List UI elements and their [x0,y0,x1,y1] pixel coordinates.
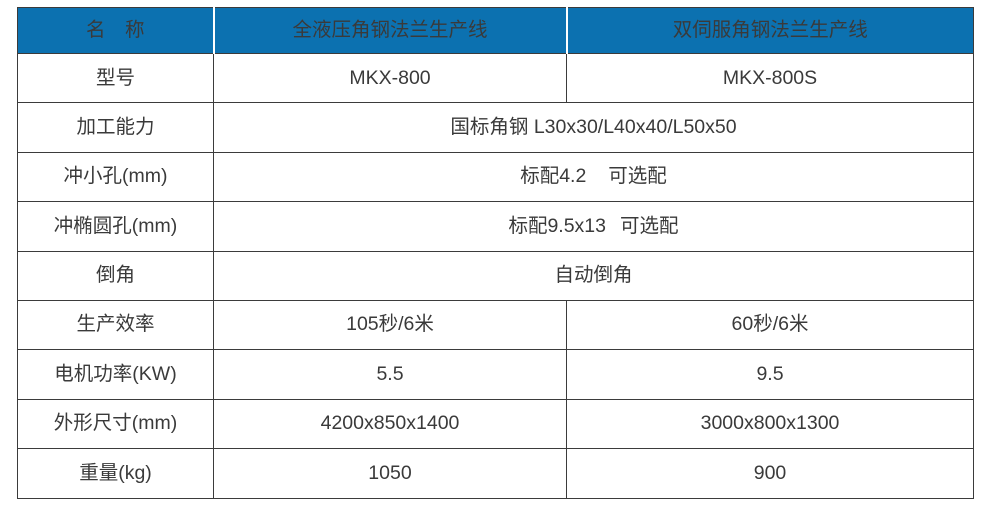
specification-table: 名 称 全液压角钢法兰生产线 双伺服角钢法兰生产线 型号 MKX-800 MKX… [17,7,974,499]
row-value-product-1: 1050 [213,448,567,499]
row-label: 冲椭圆孔(mm) [17,201,214,252]
table-row: 电机功率(KW) 5.5 9.5 [17,349,974,400]
row-value-product-1: 4200x850x1400 [213,398,567,450]
table-body: 型号 MKX-800 MKX-800S 加工能力 国标角钢 L30x30/L40… [17,52,974,499]
row-label: 冲小孔(mm) [17,151,214,203]
row-value-product-2: MKX-800S [566,52,974,104]
row-value-product-1: 105秒/6米 [213,299,567,351]
row-label: 加工能力 [17,102,214,153]
table-row: 加工能力 国标角钢 L30x30/L40x40/L50x50 [17,102,974,153]
row-value-merged: 国标角钢 L30x30/L40x40/L50x50 [213,102,974,153]
table-row: 冲椭圆孔(mm) 标配9.5x13 可选配 [17,201,974,252]
value-standard: 标配9.5x13 [508,214,607,237]
table-row: 生产效率 105秒/6米 60秒/6米 [17,299,974,351]
table-header: 名 称 全液压角钢法兰生产线 双伺服角钢法兰生产线 [17,7,974,54]
row-label: 外形尺寸(mm) [17,398,214,450]
specification-table-container: 名 称 全液压角钢法兰生产线 双伺服角钢法兰生产线 型号 MKX-800 MKX… [17,7,974,499]
row-label: 重量(kg) [17,448,214,499]
row-label: 倒角 [17,250,214,301]
table-row: 重量(kg) 1050 900 [17,448,974,499]
table-row: 冲小孔(mm) 标配4.2 可选配 [17,151,974,203]
table-header-row: 名 称 全液压角钢法兰生产线 双伺服角钢法兰生产线 [17,7,974,54]
row-value-merged: 标配4.2 可选配 [213,151,974,203]
table-row: 倒角 自动倒角 [17,250,974,301]
row-value-product-2: 3000x800x1300 [566,398,974,450]
value-optional: 可选配 [620,214,679,237]
row-value-product-1: 5.5 [213,349,567,400]
row-value-product-2: 9.5 [566,349,974,400]
table-row: 型号 MKX-800 MKX-800S [17,52,974,104]
row-value-product-2: 900 [566,448,974,499]
row-value-product-1: MKX-800 [213,52,567,104]
row-label: 生产效率 [17,299,214,351]
table-row: 外形尺寸(mm) 4200x850x1400 3000x800x1300 [17,398,974,450]
row-label: 电机功率(KW) [17,349,214,400]
header-cell-product-1: 全液压角钢法兰生产线 [212,7,567,54]
value-optional: 可选配 [608,165,667,188]
row-value-merged: 自动倒角 [213,250,974,301]
header-cell-product-2: 双伺服角钢法兰生产线 [565,7,974,54]
row-label: 型号 [17,52,214,104]
row-value-product-2: 60秒/6米 [566,299,974,351]
row-value-merged: 标配9.5x13 可选配 [213,201,974,252]
value-standard: 标配4.2 [520,165,587,188]
header-cell-name: 名 称 [17,7,214,54]
